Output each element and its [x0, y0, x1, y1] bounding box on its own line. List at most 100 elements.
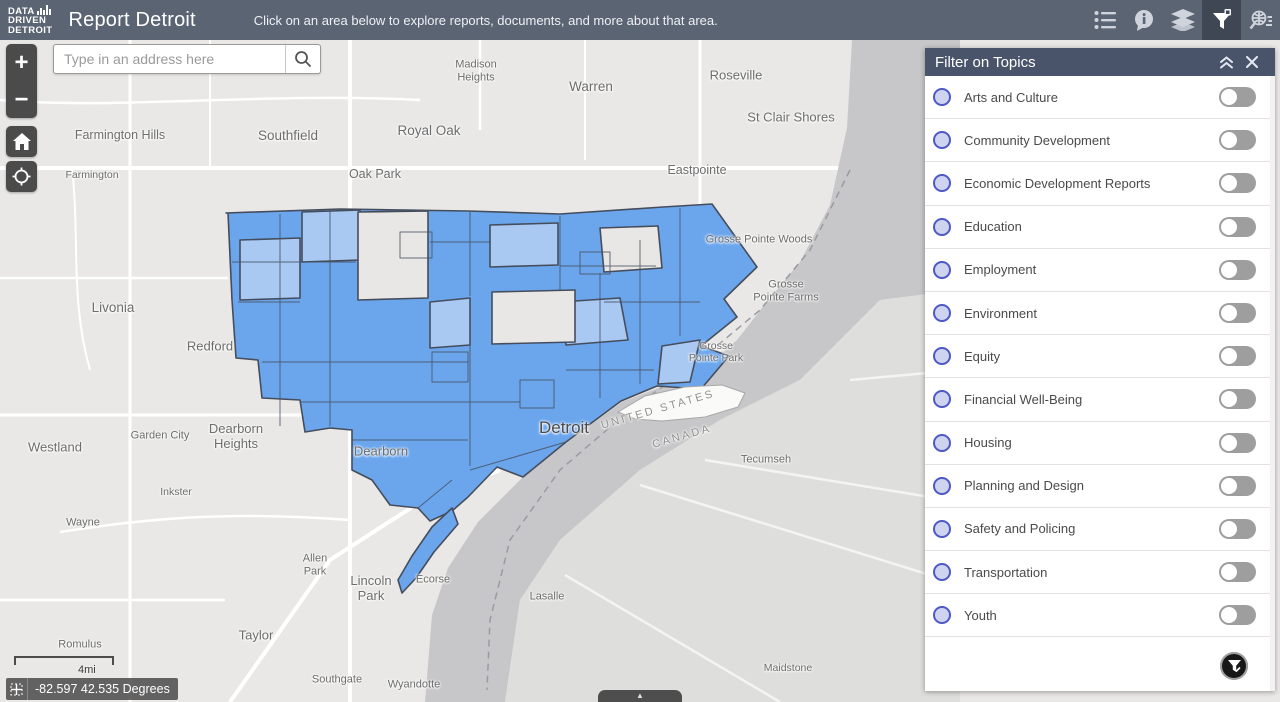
locate-button[interactable]	[6, 161, 37, 192]
topic-radio[interactable]	[933, 519, 951, 538]
app-header: DATA DRIVEN DETROIT Report Detroit Click…	[0, 0, 1280, 40]
topic-row: Financial Well-Being	[925, 378, 1270, 422]
close-icon	[1246, 56, 1258, 68]
topic-row: Housing	[925, 421, 1270, 465]
legend-list-icon[interactable]	[1085, 0, 1124, 40]
topic-toggle-off[interactable]	[1219, 173, 1256, 194]
info-icon[interactable]	[1124, 0, 1163, 40]
topic-row: Planning and Design	[925, 464, 1270, 508]
topic-toggle-off[interactable]	[1219, 346, 1256, 367]
belle-isle	[616, 384, 746, 422]
topic-row: Safety and Policing	[925, 507, 1270, 552]
topic-radio[interactable]	[933, 347, 951, 366]
water-detroit-river	[425, 40, 960, 702]
coordinates-text: -82.597 42.535 Degrees	[35, 682, 170, 696]
topic-list-scrollarea[interactable]: Arts and Culture Community Development E…	[925, 76, 1275, 691]
apply-filter-button[interactable]	[1220, 652, 1248, 680]
topic-label: Economic Development Reports	[964, 175, 1151, 191]
topic-list: Arts and Culture Community Development E…	[925, 76, 1270, 638]
topic-label: Housing	[964, 435, 1012, 451]
panel-footer	[925, 641, 1270, 691]
filter-panel-header: Filter on Topics	[925, 48, 1275, 76]
topic-radio[interactable]	[933, 217, 951, 236]
address-search	[53, 44, 321, 74]
topic-toggle-off[interactable]	[1219, 303, 1256, 324]
canada-land	[505, 290, 960, 702]
topic-toggle-off[interactable]	[1219, 87, 1256, 108]
search-icon[interactable]	[285, 45, 320, 73]
topic-radio[interactable]	[933, 174, 951, 193]
close-panel-button[interactable]	[1239, 49, 1265, 75]
topic-toggle-off[interactable]	[1219, 518, 1256, 539]
logo-line-3: DETROIT	[8, 24, 53, 36]
topic-label: Youth	[964, 607, 997, 623]
home-button[interactable]	[6, 126, 37, 157]
topic-label: Environment	[964, 305, 1037, 321]
international-border	[486, 169, 851, 691]
filter-edit-icon	[1227, 659, 1241, 672]
topic-row: Economic Development Reports	[925, 162, 1270, 206]
topic-row: Environment	[925, 291, 1270, 336]
filter-funnel-icon[interactable]	[1202, 0, 1241, 40]
topic-toggle-off[interactable]	[1219, 216, 1256, 237]
layers-icon[interactable]	[1163, 0, 1202, 40]
topic-radio[interactable]	[933, 390, 951, 409]
topic-row: Community Development	[925, 119, 1270, 163]
topic-radio[interactable]	[933, 563, 951, 582]
filter-topics-panel: Filter on Topics Arts and Culture Commun…	[925, 48, 1275, 691]
topic-label: Planning and Design	[964, 478, 1084, 494]
topic-label: Education	[964, 219, 1022, 235]
topic-row: Equity	[925, 335, 1270, 379]
topic-label: Community Development	[964, 132, 1110, 148]
double-chevron-up-icon	[1219, 55, 1233, 68]
topic-row: Youth	[925, 594, 1270, 638]
topic-radio[interactable]	[933, 304, 951, 323]
header-instruction: Click on an area below to explore report…	[253, 12, 718, 28]
search-features-icon[interactable]	[1241, 0, 1280, 40]
topic-toggle-off[interactable]	[1219, 432, 1256, 453]
coordinate-readout: -82.597 42.535 Degrees	[6, 678, 178, 700]
search-input[interactable]	[54, 45, 285, 73]
topic-radio[interactable]	[933, 260, 951, 279]
topic-row: Arts and Culture	[925, 76, 1270, 120]
logo-line-2: DRIVEN	[8, 15, 47, 26]
topic-toggle-off[interactable]	[1219, 605, 1256, 626]
topic-toggle-off[interactable]	[1219, 130, 1256, 151]
topic-toggle-off[interactable]	[1219, 475, 1256, 496]
home-icon	[12, 133, 31, 150]
locate-icon	[12, 167, 31, 186]
topic-row: Education	[925, 205, 1270, 249]
topic-toggle-off[interactable]	[1219, 259, 1256, 280]
zoom-out-button[interactable]: −	[14, 85, 29, 113]
chevron-up-icon: ▲	[636, 691, 644, 700]
map-scale-label: 4mi	[78, 664, 96, 676]
topic-toggle-off[interactable]	[1219, 562, 1256, 583]
attribution-expander[interactable]: ▲	[598, 690, 682, 702]
topic-row: Employment	[925, 248, 1270, 292]
bar-chart-icon	[36, 5, 51, 15]
topic-radio[interactable]	[933, 476, 951, 495]
d3-logo[interactable]: DATA DRIVEN DETROIT	[8, 5, 53, 35]
topic-radio[interactable]	[933, 88, 951, 107]
topic-radio[interactable]	[933, 131, 951, 150]
topic-label: Employment	[964, 262, 1037, 278]
topic-radio[interactable]	[933, 606, 951, 625]
filter-panel-title: Filter on Topics	[935, 53, 1036, 71]
crosshair-icon[interactable]	[6, 678, 28, 700]
zoom-control: + −	[6, 44, 37, 118]
topic-label: Equity	[964, 348, 1001, 364]
topic-label: Safety and Policing	[964, 521, 1076, 537]
topic-label: Financial Well-Being	[964, 391, 1083, 407]
topic-radio[interactable]	[933, 433, 951, 452]
header-toolbar	[1085, 0, 1280, 40]
map-scale-bar	[14, 656, 114, 665]
topic-toggle-off[interactable]	[1219, 389, 1256, 410]
page-title: Report Detroit	[68, 8, 196, 31]
topic-label: Transportation	[964, 564, 1048, 580]
topic-label: Arts and Culture	[964, 89, 1058, 105]
topic-row: Transportation	[925, 551, 1270, 595]
zoom-in-button[interactable]: +	[14, 48, 29, 76]
logo-line-1: DATA	[8, 5, 35, 17]
detroit-area-polygons[interactable]	[225, 203, 758, 594]
collapse-panel-button[interactable]	[1213, 49, 1239, 75]
